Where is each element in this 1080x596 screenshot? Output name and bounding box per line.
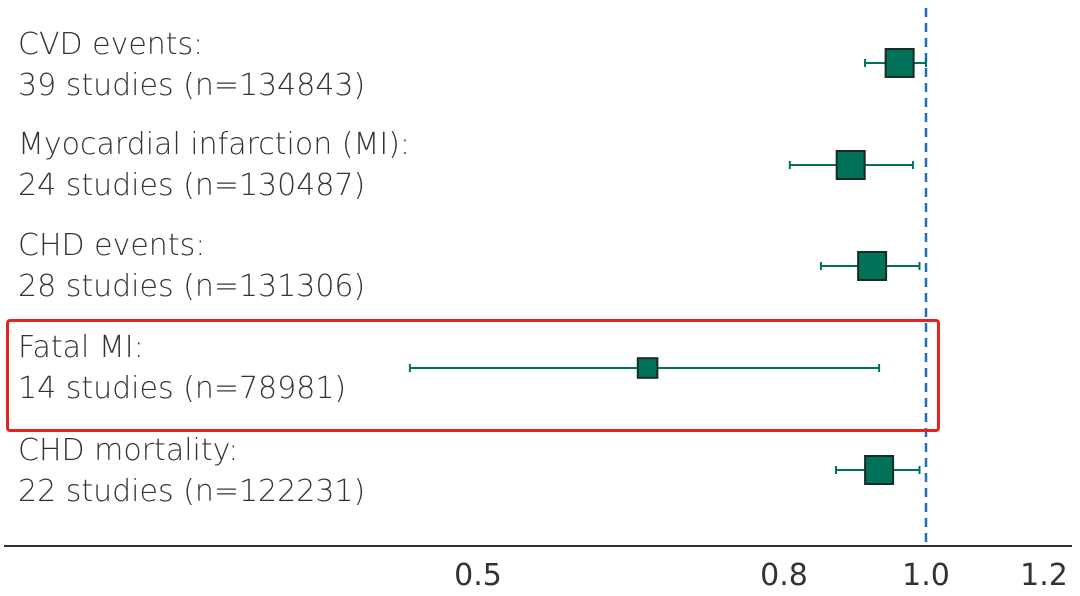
point-estimate-marker <box>636 357 659 379</box>
highlight-box <box>6 319 940 432</box>
row-subtitle: 24 studies (n=130487) <box>18 168 366 203</box>
row-label-cvd: CVD events: 39 studies (n=134843) <box>18 24 365 106</box>
row-subtitle: 14 studies (n=78981) <box>18 371 347 406</box>
x-tick-label: 1.2 <box>1020 558 1068 593</box>
row-subtitle: 39 studies (n=134843) <box>18 68 366 103</box>
row-label-mi: Myocardial infarction (MI): 24 studies (… <box>18 124 410 206</box>
point-estimate-marker <box>884 48 915 78</box>
point-estimate-marker <box>835 150 866 180</box>
x-tick-label: 0.5 <box>454 558 502 593</box>
row-title: Myocardial infarction (MI): <box>18 127 411 162</box>
row-label-chd-mortality: CHD mortality: 22 studies (n=122231) <box>18 430 365 512</box>
row-title: CHD mortality: <box>18 433 239 468</box>
row-title: Fatal MI: <box>18 330 144 365</box>
row-title: CVD events: <box>18 27 204 62</box>
row-subtitle: 22 studies (n=122231) <box>18 474 366 509</box>
point-estimate-marker <box>857 251 888 281</box>
x-tick-label: 0.8 <box>760 558 808 593</box>
row-label-chd-events: CHD events: 28 studies (n=131306) <box>18 225 365 307</box>
row-title: CHD events: <box>18 228 206 263</box>
row-label-fatal-mi: Fatal MI: 14 studies (n=78981) <box>18 327 346 409</box>
point-estimate-marker <box>864 455 895 485</box>
row-subtitle: 28 studies (n=131306) <box>18 269 366 304</box>
x-tick-label: 1.0 <box>902 558 950 593</box>
